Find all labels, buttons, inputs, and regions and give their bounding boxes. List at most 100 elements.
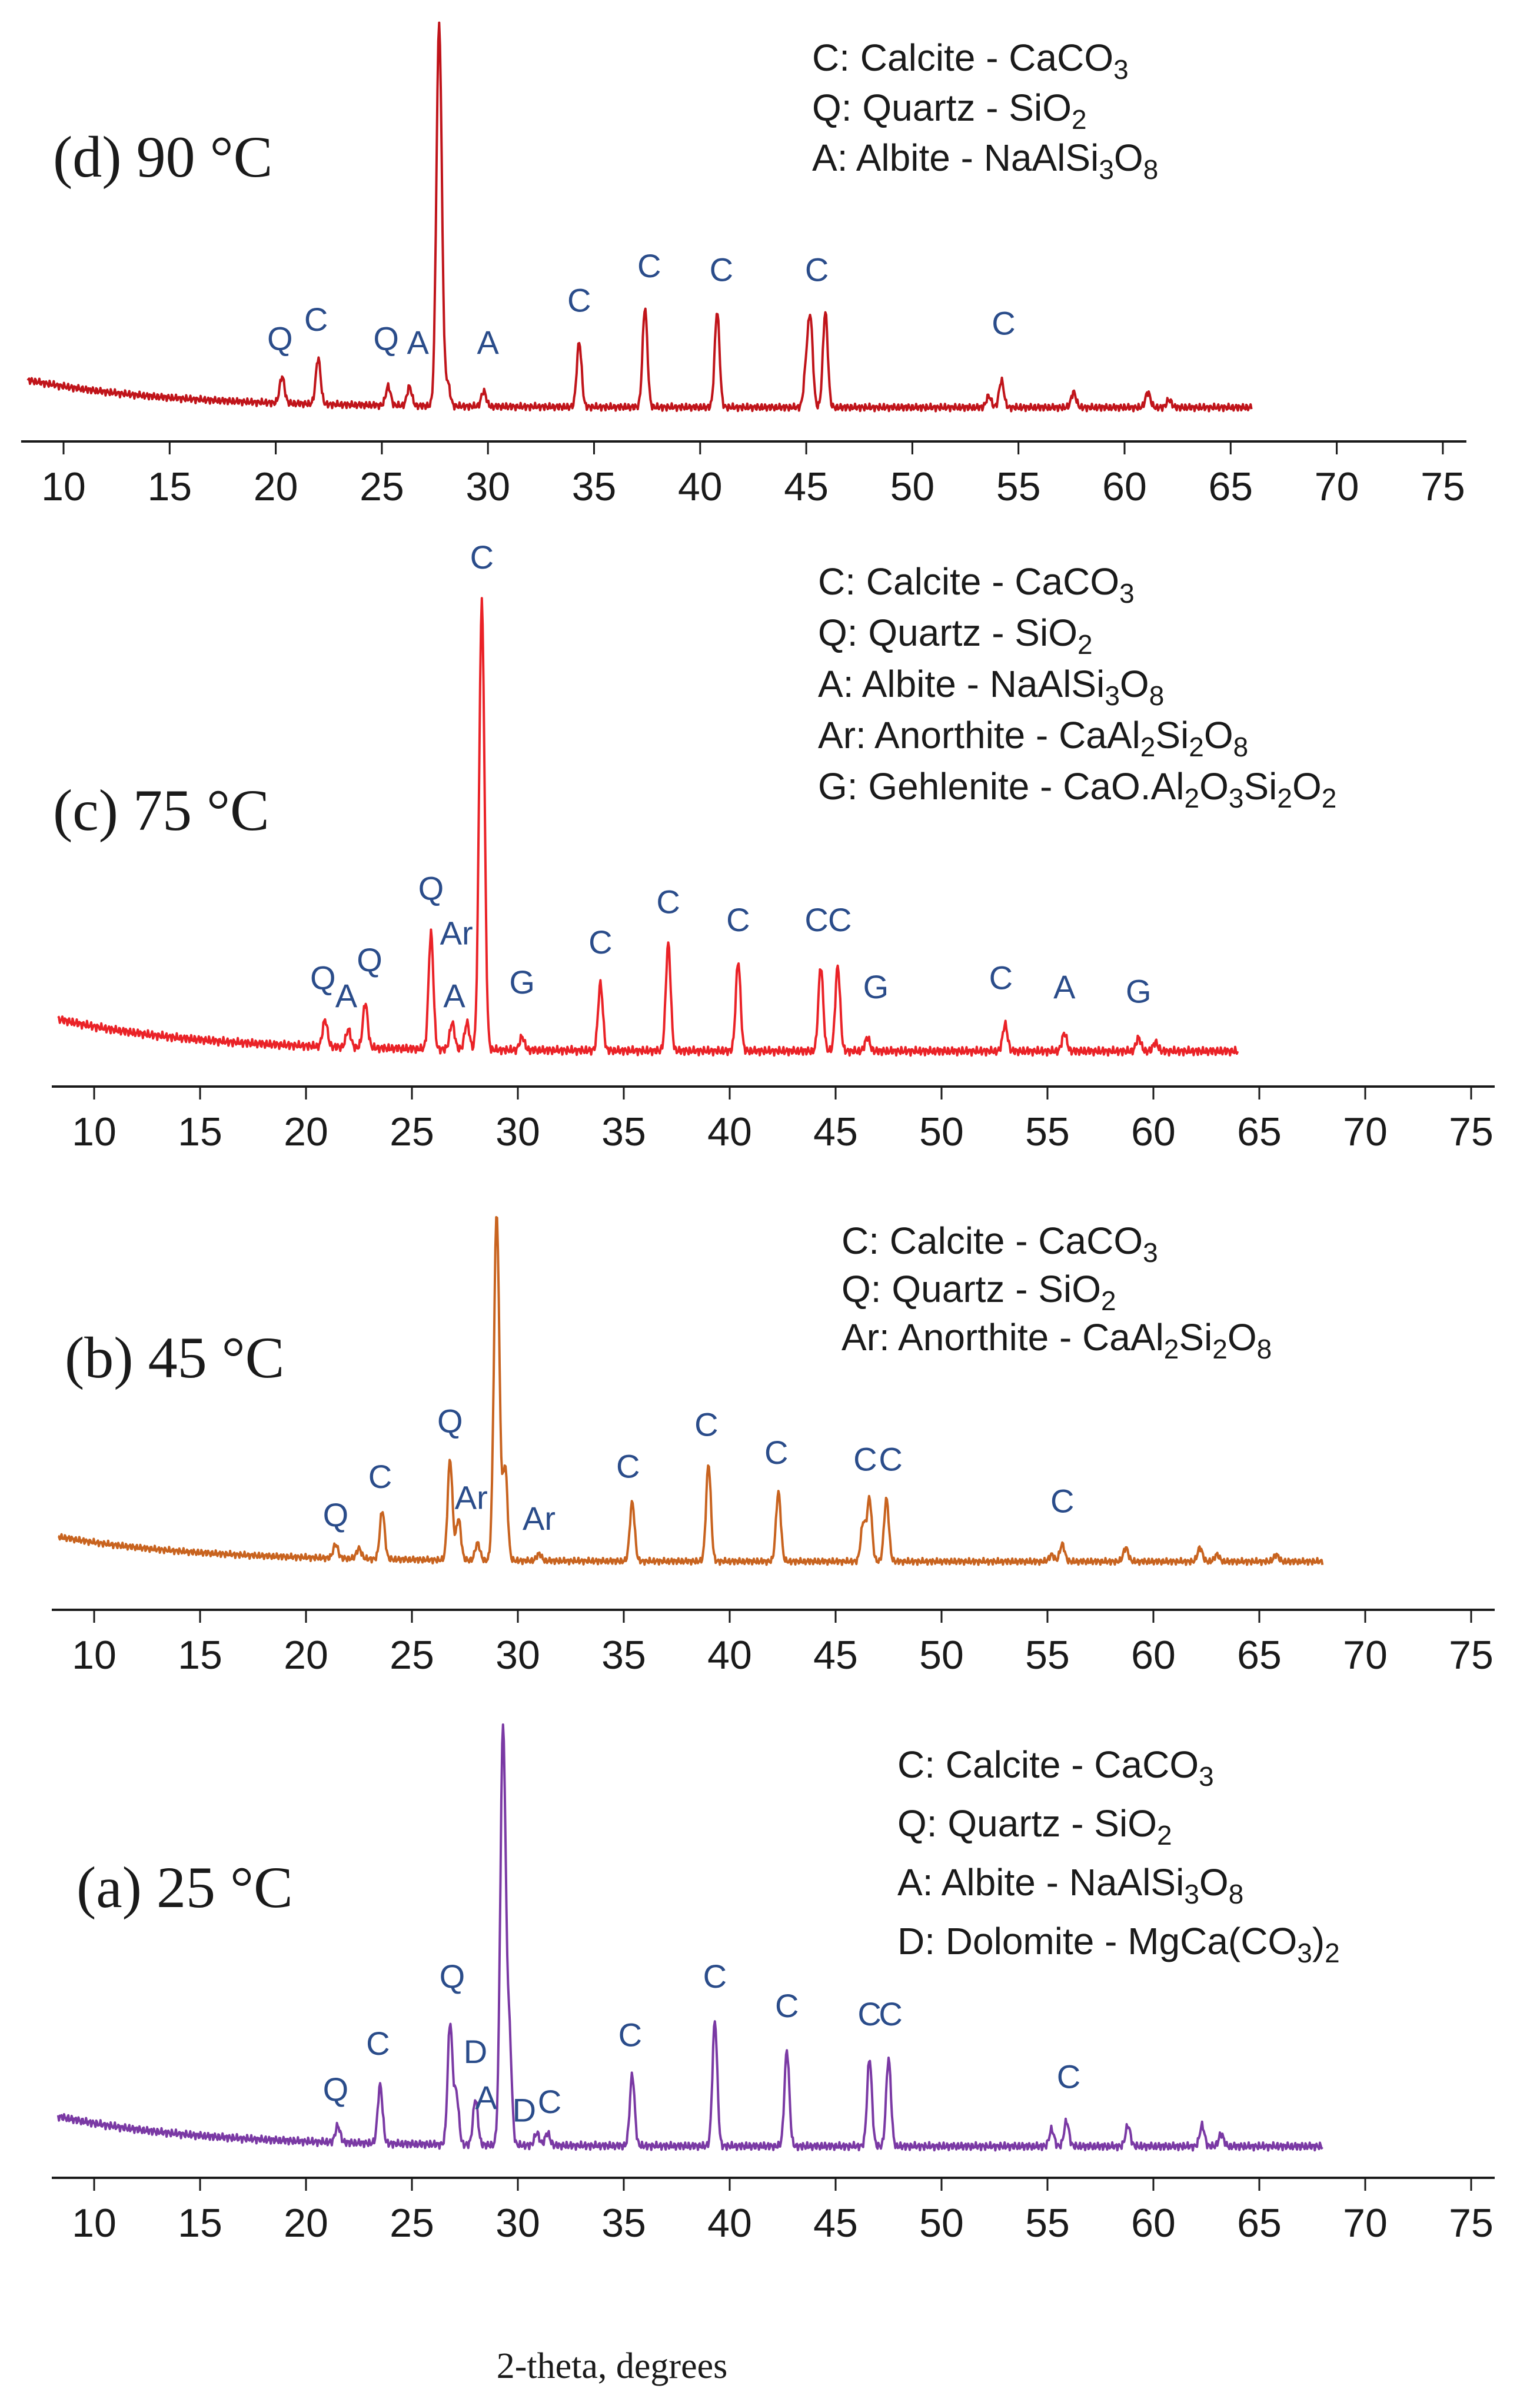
peak-label: C bbox=[879, 1995, 902, 2032]
x-tick-label: 70 bbox=[1343, 1110, 1388, 1154]
panel-label-a: (a) 25 °C bbox=[76, 1855, 293, 1920]
peak-label: C bbox=[304, 301, 328, 338]
x-tick-label: 50 bbox=[919, 2201, 964, 2245]
peak-label: C bbox=[538, 2083, 561, 2120]
x-tick-label: 45 bbox=[813, 2201, 858, 2245]
peak-label: A bbox=[443, 977, 465, 1014]
x-tick-label: 75 bbox=[1449, 2201, 1494, 2245]
x-tick-label: 55 bbox=[1025, 1110, 1070, 1154]
x-tick-label: 60 bbox=[1131, 1110, 1176, 1154]
x-tick-label: 10 bbox=[41, 464, 86, 509]
x-tick-label: 65 bbox=[1208, 464, 1253, 509]
peak-label: C bbox=[366, 2025, 390, 2062]
legend-entry: Q: Quartz - SiO2​ bbox=[897, 1802, 1172, 1851]
x-tick-label: 10 bbox=[72, 1633, 117, 1678]
peak-label: C bbox=[775, 1987, 799, 2024]
x-tick-label: 45 bbox=[813, 1110, 858, 1154]
peak-label: C bbox=[616, 1447, 640, 1484]
peak-label: D bbox=[513, 2091, 536, 2128]
x-tick-label: 15 bbox=[178, 2201, 222, 2245]
peak-label: D bbox=[464, 2033, 487, 2070]
x-tick-label: 20 bbox=[284, 1110, 328, 1154]
x-tick-label: 20 bbox=[284, 1633, 328, 1678]
peak-label: Q bbox=[418, 870, 444, 907]
x-tick-label: 10 bbox=[72, 2201, 117, 2245]
x-tick-label: 25 bbox=[360, 464, 404, 509]
peak-label: A bbox=[477, 324, 500, 361]
x-tick-label: 65 bbox=[1237, 2201, 1282, 2245]
x-tick-label: 75 bbox=[1449, 1110, 1494, 1154]
peak-label: C bbox=[989, 959, 1013, 996]
peak-label: C bbox=[470, 539, 494, 576]
peak-label: C bbox=[637, 247, 661, 284]
x-tick-label: 45 bbox=[813, 1633, 858, 1678]
peak-label: C bbox=[764, 1434, 788, 1471]
peak-label: A bbox=[475, 2079, 497, 2116]
peak-label: Q bbox=[323, 2071, 349, 2108]
peak-label: C bbox=[726, 901, 750, 938]
legend-entry: A: Albite - NaAlSi3​O8​ bbox=[897, 1861, 1243, 1909]
peak-label: Q bbox=[437, 1403, 463, 1440]
x-axis-label: 2-theta, degrees bbox=[497, 2346, 727, 2386]
peak-label: A bbox=[1053, 968, 1076, 1005]
peak-label: C bbox=[879, 1441, 902, 1478]
x-tick-label: 60 bbox=[1131, 2201, 1176, 2245]
peak-label: G bbox=[1126, 972, 1152, 1009]
peak-label: C bbox=[1057, 2058, 1080, 2095]
diffractogram-trace-d bbox=[26, 21, 1253, 413]
x-tick-label: 45 bbox=[784, 464, 829, 509]
x-tick-label: 60 bbox=[1102, 464, 1147, 509]
x-tick-label: 35 bbox=[601, 1110, 646, 1154]
x-tick-label: 70 bbox=[1315, 464, 1359, 509]
legend-entry: Ar: Anorthite - CaAl2​Si2​O8​ bbox=[841, 1316, 1272, 1364]
x-tick-label: 25 bbox=[390, 2201, 434, 2245]
x-tick-label: 75 bbox=[1421, 464, 1465, 509]
x-tick-label: 40 bbox=[707, 1110, 752, 1154]
peak-label: C bbox=[703, 1958, 727, 1995]
x-tick-label: 20 bbox=[254, 464, 298, 509]
peak-label: Ar bbox=[455, 1479, 488, 1516]
x-tick-label: 25 bbox=[390, 1110, 434, 1154]
panel-label-d: (d) 90 °C bbox=[53, 124, 272, 190]
legend-entry: D: Dolomite - MgCa(CO3​)2​ bbox=[897, 1920, 1340, 1968]
legend-entry: C: Calcite - CaCO3​ bbox=[841, 1220, 1158, 1268]
x-tick-label: 30 bbox=[495, 1633, 540, 1678]
peak-label: Q bbox=[373, 320, 399, 357]
peak-label: A bbox=[335, 977, 358, 1014]
peak-label: Q bbox=[440, 1958, 465, 1995]
peak-label: C bbox=[857, 1995, 881, 2032]
x-tick-label: 65 bbox=[1237, 1633, 1282, 1678]
legend-entry: Q: Quartz - SiO2​ bbox=[818, 612, 1093, 660]
legend-entry: G: Gehlenite - CaO.Al2​O3​Si2​O2​ bbox=[818, 765, 1336, 813]
peak-label: Q bbox=[267, 320, 293, 357]
x-tick-label: 30 bbox=[495, 2201, 540, 2245]
x-tick-label: 55 bbox=[1025, 2201, 1070, 2245]
x-tick-label: 40 bbox=[678, 464, 723, 509]
x-tick-label: 15 bbox=[178, 1633, 222, 1678]
peak-label: Ar bbox=[523, 1500, 556, 1537]
x-tick-label: 70 bbox=[1343, 1633, 1388, 1678]
peak-label: C bbox=[828, 901, 852, 938]
legend-entry: Q: Quartz - SiO2​ bbox=[812, 87, 1087, 135]
x-tick-label: 35 bbox=[572, 464, 617, 509]
peak-label: A bbox=[407, 324, 430, 361]
legend-entry: C: Calcite - CaCO3​ bbox=[812, 36, 1129, 85]
peak-label: Q bbox=[310, 959, 336, 996]
peak-label: C bbox=[368, 1458, 392, 1495]
x-tick-label: 60 bbox=[1131, 1633, 1176, 1678]
panel-label-b: (b) 45 °C bbox=[65, 1325, 284, 1390]
peak-label: C bbox=[588, 924, 612, 961]
legend-entry: C: Calcite - CaCO3​ bbox=[818, 560, 1135, 609]
x-tick-label: 55 bbox=[996, 464, 1041, 509]
peak-label: Ar bbox=[440, 915, 473, 952]
peak-label: C bbox=[618, 2017, 642, 2054]
x-tick-label: 35 bbox=[601, 1633, 646, 1678]
x-tick-label: 35 bbox=[601, 2201, 646, 2245]
peak-label: C bbox=[992, 305, 1015, 342]
peak-label: C bbox=[804, 901, 828, 938]
x-tick-label: 15 bbox=[178, 1110, 222, 1154]
